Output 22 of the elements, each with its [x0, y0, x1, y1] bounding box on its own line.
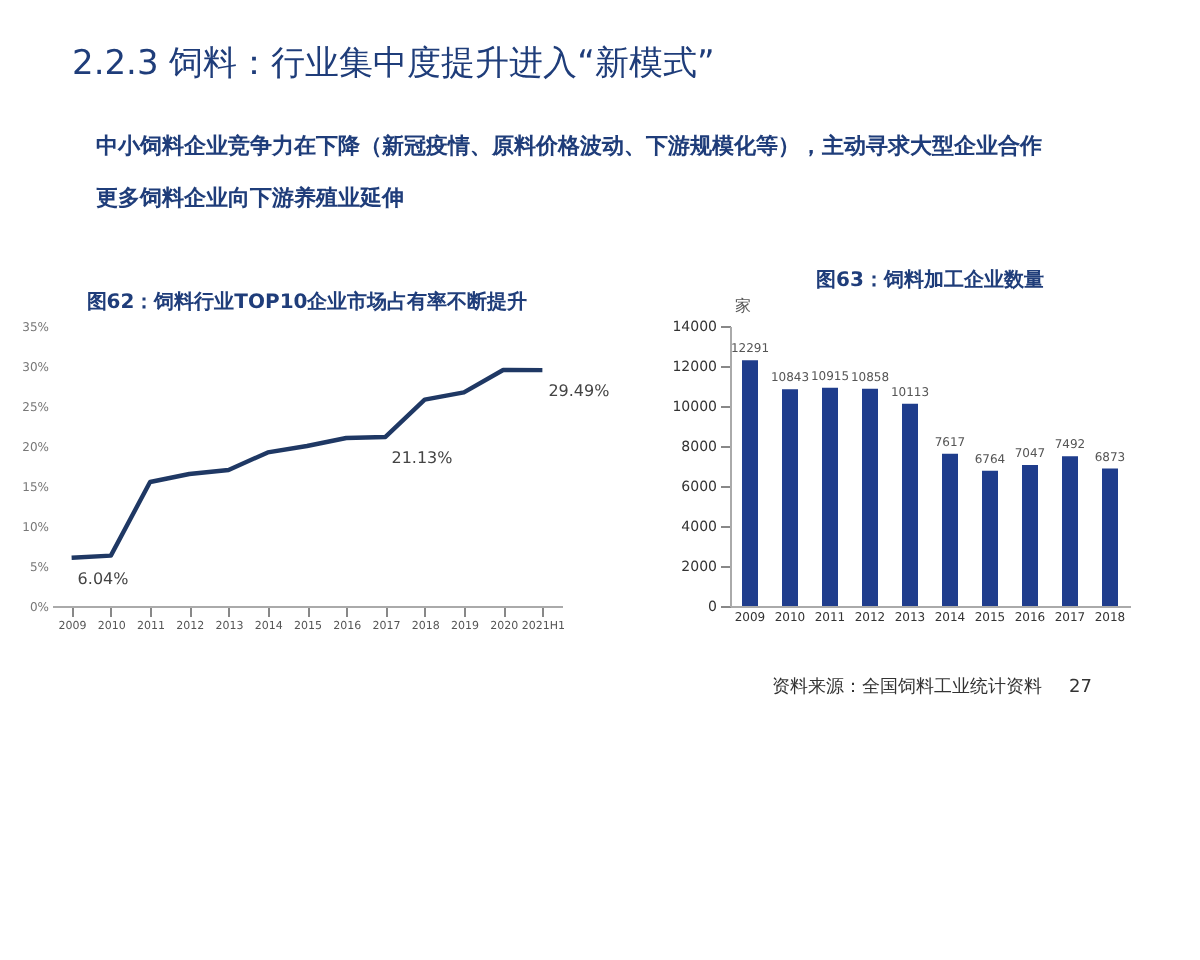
text: 更多饲料企业向下游养殖业延伸	[96, 185, 404, 212]
chart-title: 图63：饲料加工企业数量	[816, 268, 1044, 292]
y-axis-title: 家	[735, 297, 751, 315]
bar	[862, 388, 878, 606]
data-label: 6.04%	[77, 569, 130, 588]
text: 27	[1069, 678, 1092, 698]
bar	[822, 387, 838, 606]
bar	[742, 360, 758, 606]
bar	[782, 389, 798, 606]
bar	[1022, 465, 1038, 606]
text: 2.2.3 饲料：行业集中度提升进入“新模式”	[72, 44, 715, 84]
bar	[982, 470, 998, 606]
bar	[902, 403, 918, 606]
line-series	[69, 367, 545, 560]
bar	[1062, 456, 1078, 606]
data-label: 29.49%	[548, 382, 611, 401]
chart-title: 图62：饲料行业TOP10企业市场占有率不断提升	[86, 290, 528, 314]
text: 资料来源：全国饲料工业统计资料	[772, 676, 1042, 698]
text: 中小饲料企业竞争力在下降（新冠疫情、原料价格波动、下游规模化等），主动寻求大型企业合作	[96, 133, 1042, 160]
data-label: 21.13%	[391, 448, 454, 467]
bar	[942, 453, 958, 606]
bar	[1102, 468, 1118, 606]
